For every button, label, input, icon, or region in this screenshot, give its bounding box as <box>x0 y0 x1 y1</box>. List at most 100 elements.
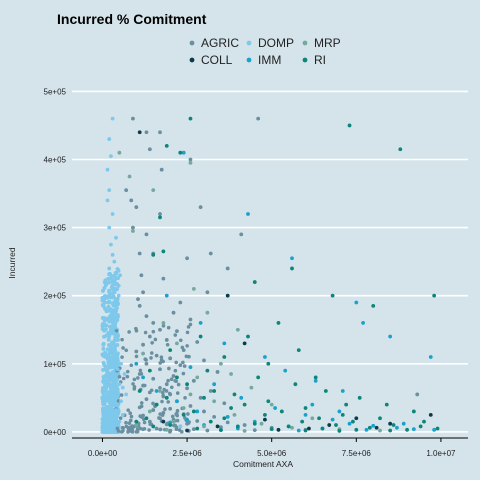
data-point <box>175 391 180 395</box>
data-point <box>181 371 186 376</box>
data-point <box>115 363 120 368</box>
legend-label: RI <box>314 53 326 67</box>
data-point <box>378 428 382 433</box>
data-point <box>337 428 342 433</box>
data-point <box>161 419 166 424</box>
data-point <box>432 427 437 432</box>
data-point <box>208 419 213 424</box>
data-point <box>109 276 113 281</box>
data-point <box>246 334 250 339</box>
data-point <box>388 421 393 426</box>
data-point <box>313 375 318 380</box>
data-point <box>168 428 173 433</box>
data-point <box>435 426 440 431</box>
data-point <box>134 419 139 424</box>
data-point <box>112 429 117 434</box>
y-tick-label: 0e+00 <box>44 428 67 437</box>
data-point <box>249 385 254 390</box>
data-point <box>141 383 145 388</box>
data-point <box>219 361 223 366</box>
data-point <box>112 259 117 264</box>
data-point <box>158 327 162 332</box>
data-point <box>131 382 135 386</box>
data-point <box>144 314 149 319</box>
data-point <box>418 424 423 429</box>
data-point <box>158 130 162 135</box>
data-point <box>225 266 230 271</box>
data-point <box>168 348 173 353</box>
data-point <box>167 366 171 371</box>
data-point <box>151 408 156 412</box>
data-point <box>109 386 113 391</box>
data-point <box>428 355 433 359</box>
data-point <box>347 421 352 426</box>
data-point <box>134 205 139 210</box>
data-point <box>100 315 105 320</box>
data-point <box>130 424 134 428</box>
legend-label: MRP <box>314 36 341 50</box>
x-tick-label: 7.5e+06 <box>342 449 372 458</box>
data-point <box>163 407 167 412</box>
data-point <box>125 374 130 379</box>
data-point <box>161 321 166 325</box>
data-point <box>181 348 186 353</box>
data-point <box>205 310 210 315</box>
data-point <box>139 401 144 405</box>
data-point <box>120 425 125 430</box>
data-point <box>107 288 112 293</box>
data-point <box>198 205 203 210</box>
data-point <box>357 395 362 400</box>
data-point <box>144 358 148 362</box>
data-point <box>102 280 107 285</box>
data-point <box>276 321 281 325</box>
x-tick-label: 0.0e+00 <box>88 449 118 458</box>
chart-title: Incurred % Comitment <box>57 11 207 27</box>
data-point <box>103 389 108 393</box>
data-point <box>428 412 433 417</box>
data-point <box>151 252 156 257</box>
legend-item: MRP <box>302 36 341 50</box>
data-point <box>290 425 294 430</box>
data-point <box>205 368 210 373</box>
data-point <box>202 409 206 414</box>
data-point <box>225 293 230 298</box>
data-point <box>256 116 261 121</box>
data-point <box>252 421 257 426</box>
data-point <box>131 116 135 121</box>
data-point <box>115 358 120 363</box>
data-point <box>158 412 162 416</box>
data-point <box>139 273 144 278</box>
data-point <box>286 424 291 429</box>
data-point <box>115 367 120 372</box>
data-point <box>118 273 122 278</box>
legend-label: IMM <box>258 53 281 67</box>
data-point <box>229 406 233 410</box>
data-point <box>141 342 145 347</box>
data-point <box>185 382 189 387</box>
data-point <box>137 389 142 393</box>
data-point <box>103 350 108 355</box>
data-point <box>117 382 122 387</box>
data-point <box>127 330 131 334</box>
data-point <box>225 420 230 425</box>
data-point <box>105 198 110 203</box>
data-point <box>126 408 130 412</box>
data-point <box>225 414 230 419</box>
data-point <box>120 412 125 417</box>
data-point <box>164 395 169 400</box>
data-point <box>110 212 115 216</box>
data-point <box>212 414 217 419</box>
data-point <box>138 368 143 373</box>
data-point <box>147 147 152 152</box>
data-point <box>107 378 112 383</box>
data-point <box>374 425 379 430</box>
legend-label: DOMP <box>258 36 294 50</box>
data-point <box>159 355 164 360</box>
data-point <box>103 425 108 430</box>
data-point <box>118 416 123 420</box>
data-point <box>330 293 335 298</box>
data-point <box>153 337 158 342</box>
data-point <box>215 424 220 429</box>
data-point <box>141 413 145 418</box>
